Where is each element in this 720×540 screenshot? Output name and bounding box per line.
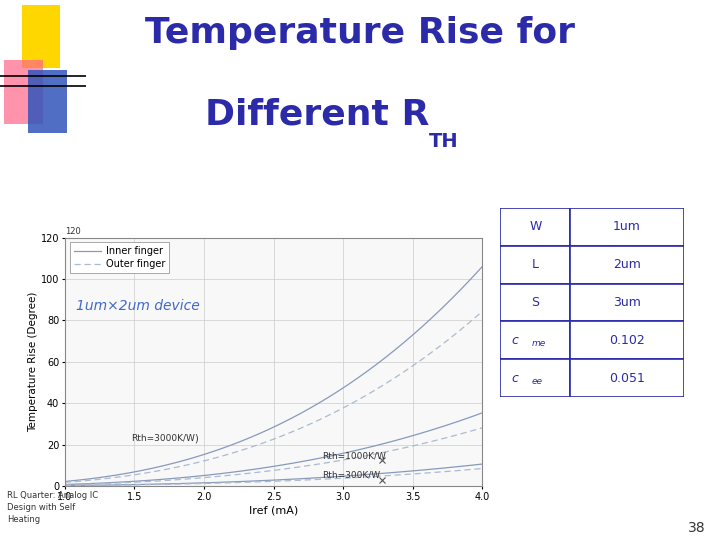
- Text: 120: 120: [66, 226, 81, 235]
- Text: 0.102: 0.102: [609, 334, 645, 347]
- Bar: [27, 70, 66, 133]
- Bar: [500, 246, 570, 284]
- Text: c: c: [511, 372, 518, 384]
- X-axis label: Iref (mA): Iref (mA): [249, 506, 298, 516]
- Text: S: S: [531, 296, 539, 309]
- Bar: [500, 321, 570, 359]
- Bar: [500, 284, 570, 321]
- Bar: [570, 359, 684, 397]
- Bar: [4, 60, 43, 124]
- Text: c: c: [511, 334, 518, 347]
- Text: TH: TH: [428, 132, 458, 151]
- Text: 38: 38: [688, 521, 706, 535]
- Text: Rth=1000K/W: Rth=1000K/W: [323, 451, 386, 460]
- Legend: Inner finger, Outer finger: Inner finger, Outer finger: [70, 242, 169, 273]
- Bar: [570, 208, 684, 246]
- Text: W: W: [529, 220, 541, 233]
- Y-axis label: Temperature Rise (Degree): Temperature Rise (Degree): [28, 292, 38, 432]
- Text: ee: ee: [531, 377, 543, 386]
- Bar: [500, 208, 570, 246]
- Text: me: me: [531, 340, 546, 348]
- Text: Rth=3000K/W: Rth=3000K/W: [132, 434, 196, 442]
- Bar: [570, 321, 684, 359]
- Text: 2um: 2um: [613, 258, 641, 271]
- Text: Rth=300K/W: Rth=300K/W: [323, 471, 380, 480]
- Text: Temperature Rise for: Temperature Rise for: [145, 16, 575, 50]
- Text: 1um: 1um: [613, 220, 641, 233]
- Text: ): ): [194, 434, 198, 443]
- Bar: [570, 284, 684, 321]
- Text: RL Quarter: Analog IC
Design with Self
Heating: RL Quarter: Analog IC Design with Self H…: [7, 491, 99, 524]
- Bar: [500, 359, 570, 397]
- Text: 3um: 3um: [613, 296, 641, 309]
- Text: L: L: [532, 258, 539, 271]
- Text: 0.051: 0.051: [609, 372, 645, 384]
- Text: Different R: Different R: [204, 97, 429, 131]
- Bar: [22, 4, 60, 68]
- Bar: [570, 246, 684, 284]
- Text: 1um×2um device: 1um×2um device: [76, 299, 199, 313]
